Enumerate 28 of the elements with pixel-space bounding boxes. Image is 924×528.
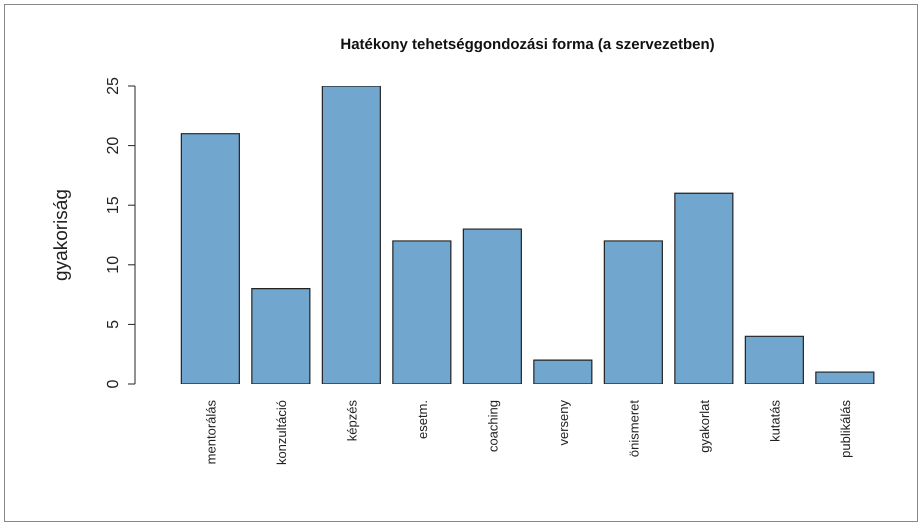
y-tick-label: 25 [105, 77, 122, 95]
x-tick-label: konzultáció [274, 400, 289, 466]
x-tick-label: önismeret [626, 400, 642, 458]
y-tick-label: 20 [105, 136, 122, 154]
x-tick-label: képzés [344, 400, 360, 442]
y-tick-label: 15 [105, 196, 122, 214]
x-tick-label: kutatás [767, 400, 782, 442]
x-tick-label: verseny [556, 400, 571, 446]
bar [462, 228, 522, 384]
bar [674, 192, 734, 384]
bar [744, 336, 804, 384]
bar [815, 371, 874, 384]
y-tick-label: 10 [105, 256, 122, 274]
chart-title: Hatékony tehetséggondozási forma (a szervezetben) [339, 36, 716, 53]
y-tick-label: 5 [105, 320, 122, 329]
x-tick-label: publikálás [838, 400, 853, 458]
x-tick-label: gyakorlat [696, 400, 712, 453]
bar [180, 133, 240, 384]
bar [251, 288, 310, 384]
x-tick-label: coaching [485, 400, 500, 452]
bar [604, 240, 663, 384]
x-tick-label: esetm. [414, 400, 430, 440]
bar [533, 360, 592, 384]
y-tick-label: 0 [105, 379, 122, 388]
bar [392, 240, 452, 384]
y-axis-title: gyakoriság [51, 189, 73, 281]
x-tick-label: mentorálás [203, 400, 218, 464]
bar [322, 86, 381, 384]
